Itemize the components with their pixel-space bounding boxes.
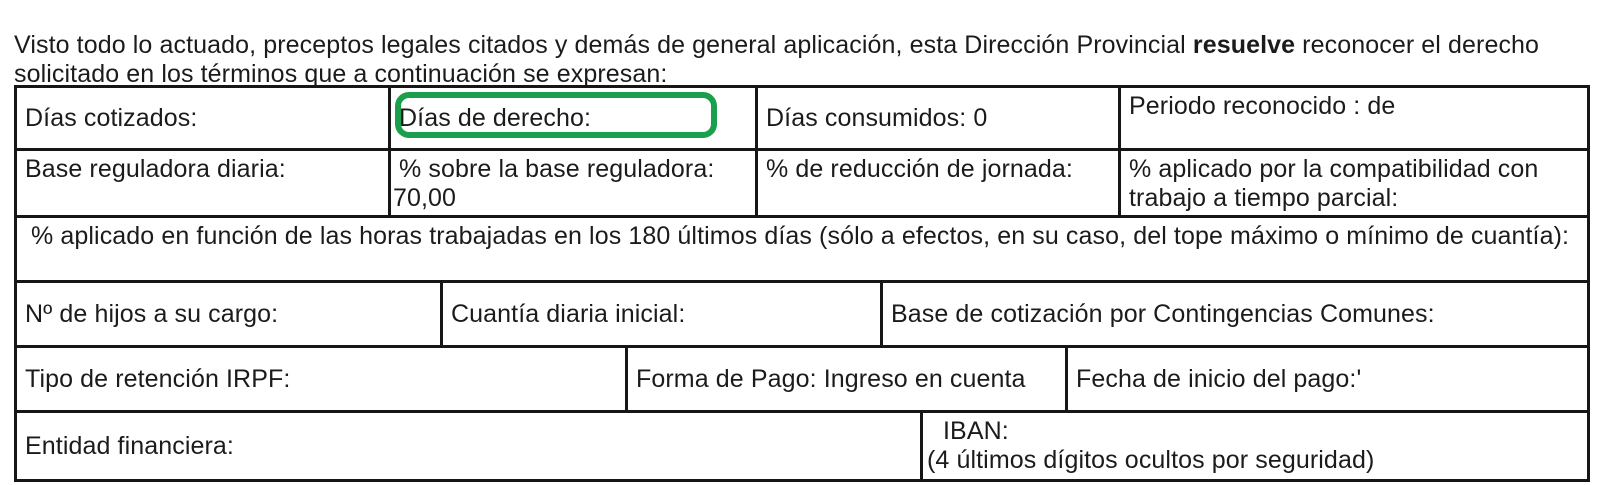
cell-cuantia-diaria: Cuantía diaria inicial: <box>443 283 883 345</box>
periodo-reconocido-label: Periodo reconocido : de <box>1129 92 1396 120</box>
pct-reduccion-jornada-label: % de reducción de jornada: <box>766 155 1073 183</box>
cell-pct-horas-trabajadas: % aplicado en función de las horas traba… <box>17 218 1587 280</box>
cell-forma-pago: Forma de Pago: Ingreso en cuenta <box>628 348 1068 410</box>
cell-base-reguladora: Base reguladora diaria: <box>17 151 391 215</box>
cell-entidad-financiera: Entidad financiera: <box>17 413 923 479</box>
pct-base-reguladora-label: % sobre la base reguladora: <box>399 155 715 183</box>
table-row-6: Entidad financiera: IBAN: (4 últimos díg… <box>17 413 1587 479</box>
cell-iban: IBAN: (4 últimos dígitos ocultos por seg… <box>923 413 1587 479</box>
cell-base-cotizacion: Base de cotización por Contingencias Com… <box>883 283 1587 345</box>
iban-security-note: (4 últimos dígitos ocultos por seguridad… <box>927 446 1375 474</box>
dias-cotizados-label: Días cotizados: <box>25 103 198 132</box>
cell-fecha-inicio-pago: Fecha de inicio del pago:' <box>1068 348 1587 410</box>
pct-compatibilidad-label: % aplicado por la compatibilidad con tra… <box>1129 155 1539 212</box>
intro-paragraph: Visto todo lo actuado, preceptos legales… <box>14 31 1586 89</box>
intro-text-after: reconocer el derecho solicitado en los t… <box>14 31 1540 88</box>
num-hijos-label: Nº de hijos a su cargo: <box>25 299 279 328</box>
table-row-5: Tipo de retención IRPF: Forma de Pago: I… <box>17 348 1587 413</box>
fecha-inicio-pago-label: Fecha de inicio del pago:' <box>1076 364 1362 393</box>
iban-label: IBAN: <box>943 417 1009 445</box>
cell-pct-base-reguladora: % sobre la base reguladora: 70,00 <box>391 151 758 215</box>
intro-bold-resuelve: resuelve <box>1192 31 1296 59</box>
cuantia-diaria-label: Cuantía diaria inicial: <box>451 299 686 328</box>
cell-tipo-retencion-irpf: Tipo de retención IRPF: <box>17 348 628 410</box>
forma-pago-label: Forma de Pago: Ingreso en cuenta <box>636 364 1026 393</box>
cell-pct-reduccion-jornada: % de reducción de jornada: <box>758 151 1121 215</box>
intro-text-before: Visto todo lo actuado, preceptos legales… <box>14 31 1193 59</box>
table-row-4: Nº de hijos a su cargo: Cuantía diaria i… <box>17 283 1587 348</box>
cell-periodo-reconocido: Periodo reconocido : de <box>1121 88 1587 148</box>
tipo-retencion-irpf-label: Tipo de retención IRPF: <box>25 364 291 393</box>
cell-dias-consumidos: Días consumidos: 0 <box>758 88 1121 148</box>
entidad-financiera-label: Entidad financiera: <box>25 431 234 460</box>
table-row-1: Días cotizados: Días de derecho: Días co… <box>17 88 1587 151</box>
base-cotizacion-label: Base de cotización por Contingencias Com… <box>891 299 1435 328</box>
cell-num-hijos: Nº de hijos a su cargo: <box>17 283 443 345</box>
cell-pct-compatibilidad: % aplicado por la compatibilidad con tra… <box>1121 151 1587 215</box>
resolution-table: Días cotizados: Días de derecho: Días co… <box>14 85 1590 482</box>
pct-horas-trabajadas-label: % aplicado en función de las horas traba… <box>31 222 1570 250</box>
dias-derecho-label: Días de derecho: <box>399 103 591 132</box>
base-reguladora-label: Base reguladora diaria: <box>25 155 286 183</box>
pct-base-reguladora-value: 70,00 <box>393 184 457 212</box>
cell-dias-cotizados: Días cotizados: <box>17 88 391 148</box>
table-row-2: Base reguladora diaria: % sobre la base … <box>17 151 1587 218</box>
dias-consumidos-label: Días consumidos: 0 <box>766 103 988 132</box>
table-row-3: % aplicado en función de las horas traba… <box>17 218 1587 283</box>
cell-dias-derecho: Días de derecho: <box>391 88 758 148</box>
